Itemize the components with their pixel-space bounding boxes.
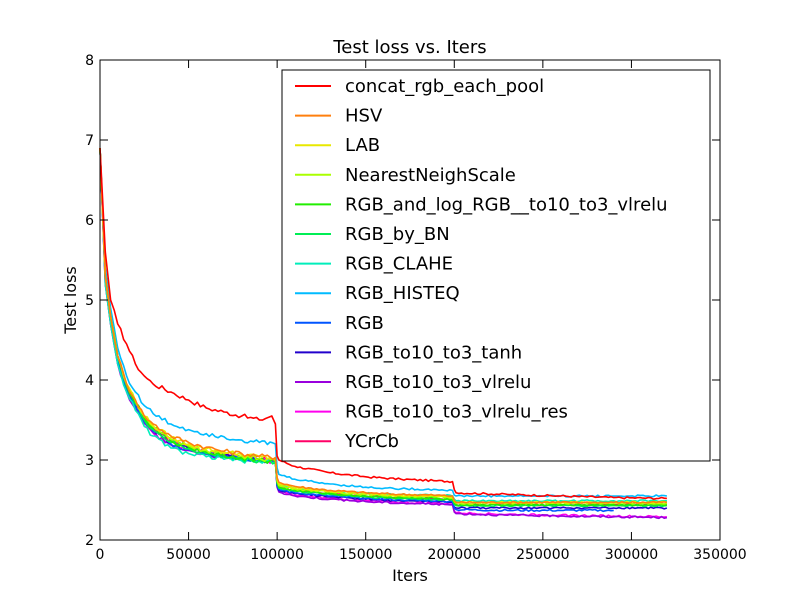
x-tick-label: 200000: [428, 547, 481, 563]
legend-label: LAB: [345, 135, 380, 156]
y-tick-label: 5: [85, 293, 94, 309]
series-line-concat_rgb_each_pool: [99, 147, 667, 500]
x-tick-label: 0: [96, 547, 105, 563]
legend-label: RGB_to10_to3_vlrelu_res: [345, 402, 568, 423]
legend-label: RGB_and_log_RGB__to10_to3_vlrelu: [345, 194, 668, 215]
legend-frame: [281, 69, 711, 462]
series-line-RGB_and_log_RGB__to10_to3_vlrelu: [99, 147, 668, 507]
chart-title: Test loss vs. Iters: [332, 37, 486, 58]
legend-label: NearestNeighScale: [345, 165, 516, 186]
legend: concat_rgb_each_pool HSV LAB NearestNeighSc…: [281, 69, 711, 462]
x-tick-label: 50000: [166, 547, 211, 563]
x-tick-label: 300000: [605, 547, 658, 563]
series-line-HSV: [99, 147, 668, 505]
legend-label: RGB_by_BN: [345, 224, 450, 245]
y-tick-label: 4: [85, 373, 94, 389]
legend-label: RGB: [345, 313, 384, 334]
series-layer: [99, 147, 668, 520]
x-axis-label: Iters: [392, 566, 428, 585]
legend-label: concat_rgb_each_pool: [345, 76, 544, 97]
y-tick-label: 2: [85, 533, 94, 549]
legend-items: concat_rgb_each_pool HSV LAB NearestNeighSc…: [295, 76, 668, 452]
y-tick-label: 6: [85, 213, 94, 229]
y-axis-label: Test loss: [61, 266, 80, 335]
legend-label: YCrCb: [344, 431, 399, 452]
x-tick-label: 250000: [516, 547, 569, 563]
x-tick-label: 150000: [339, 547, 392, 563]
y-tick-label: 3: [85, 453, 94, 469]
legend-label: HSV: [345, 106, 383, 127]
x-tick-label: 350000: [693, 547, 746, 563]
y-tick-label: 7: [85, 133, 94, 149]
legend-label: RGB_to10_to3_vlrelu: [345, 372, 531, 393]
y-tick-label: 8: [85, 53, 94, 69]
x-tick-label: 100000: [250, 547, 303, 563]
ticks-layer: 0 50000 100000 150000 200000 250000 300000 3500…: [85, 53, 747, 563]
legend-label: RGB_HISTEQ: [345, 283, 460, 304]
legend-label: RGB_CLAHE: [345, 254, 453, 275]
legend-label: RGB_to10_to3_tanh: [345, 342, 522, 363]
